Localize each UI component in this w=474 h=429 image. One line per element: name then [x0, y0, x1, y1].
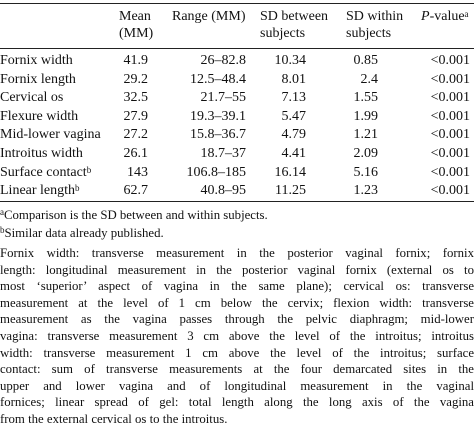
table-cell: 32.5	[123, 90, 149, 106]
footnote: aComparison is the SD between and within…	[0, 207, 268, 223]
row-label-text: Fornix width	[0, 53, 73, 68]
header-cell: Mean	[119, 9, 151, 24]
table-cell: 2.09	[353, 146, 379, 161]
table-cell: <0.001	[430, 71, 470, 87]
description-line: upper and lower vagina and of longitudin…	[0, 378, 474, 393]
row-label: Surface contactb	[0, 165, 91, 181]
description-line: width: transverse measurement 1 cm above…	[0, 345, 474, 360]
table-cell: <0.001	[430, 127, 470, 143]
description-line: measurement at the level of 1 cm below t…	[0, 295, 474, 310]
row-label: Mid-lower vagina	[0, 127, 101, 143]
table-cell: 18.7–37	[200, 146, 247, 161]
table-cell: <0.001	[430, 146, 470, 161]
footnote-text: Comparison is the SD between and within …	[4, 208, 268, 222]
table-cell: 27.9	[123, 108, 149, 124]
footnote: bSimilar data already published.	[0, 225, 164, 241]
table-cell: 29.2	[123, 71, 149, 87]
table-cell: 41.9	[123, 53, 149, 68]
footnote-mark: b	[0, 225, 5, 235]
table-cell: 5.16	[353, 164, 379, 180]
row-label: Fornix length	[0, 72, 76, 88]
table-cell: 106.8–185	[186, 164, 247, 180]
description-line: vagina: transverse measurement 3 cm abov…	[0, 329, 474, 343]
header-cell: P-valuea	[421, 9, 469, 25]
table-cell: 0.85	[353, 53, 379, 68]
top-rule	[0, 3, 474, 4]
table-cell: <0.001	[430, 90, 470, 106]
row-label-text: Flexure width	[0, 108, 79, 124]
row-label: Introitus width	[0, 146, 83, 162]
table-cell: <0.001	[430, 53, 470, 68]
footnote-mark: a	[0, 207, 4, 217]
header-cell: Range (MM)	[172, 9, 246, 24]
table-cell: 62.7	[123, 183, 149, 199]
table-cell: 1.21	[353, 127, 379, 143]
row-label-text: Cervical os	[0, 90, 64, 106]
row-label-text: Surface contact	[0, 164, 87, 180]
table-cell: 12.5–48.4	[190, 71, 246, 87]
table-cell: 16.14	[274, 164, 307, 180]
table-cell: 1.55	[353, 90, 379, 106]
header-rule	[0, 48, 474, 49]
table-cell: 19.3–39.1	[190, 108, 246, 124]
description-line: from the external cervical os to the int…	[0, 412, 228, 426]
footnote-ref: b	[86, 164, 92, 175]
row-label-text: Fornix length	[0, 71, 76, 87]
table-cell: 15.8–36.7	[190, 127, 246, 143]
table-cell: 1.23	[353, 183, 379, 199]
header-cell: subjects	[346, 26, 392, 41]
table-cell: 5.47	[281, 108, 307, 124]
row-label: Flexure width	[0, 109, 78, 125]
table-cell: 21.7–55	[200, 90, 247, 106]
table-cell: <0.001	[430, 183, 470, 199]
table-cell: 4.41	[281, 146, 307, 161]
row-label: Cervical os	[0, 90, 63, 106]
header-italic: P	[421, 9, 430, 24]
table-cell: <0.001	[430, 108, 470, 124]
header-cell: SD between	[260, 9, 329, 24]
footnote-text: Similar data already published.	[4, 226, 164, 240]
header-text: -value	[429, 9, 465, 24]
table-cell: 1.99	[353, 108, 379, 124]
description-line: Fornix width: transverse measurement in …	[0, 246, 474, 260]
header-cell: SD within	[346, 9, 404, 24]
header-cell: subjects	[260, 26, 306, 41]
header-cell: (MM)	[119, 26, 154, 41]
description-line: fornices; linear spread of gel: total le…	[0, 395, 474, 410]
description-line: length: longitudinal measurement in the …	[0, 262, 474, 277]
row-label-text: Linear length	[0, 183, 76, 199]
table-cell: 4.79	[281, 127, 307, 143]
bottom-rule	[0, 201, 474, 202]
row-label: Fornix width	[0, 53, 73, 69]
description-line: measurement as the vagina passes through…	[0, 312, 474, 327]
table-cell: 26.1	[123, 146, 149, 161]
row-label-text: Introitus width	[0, 146, 83, 161]
table-cell: 2.4	[360, 71, 379, 87]
table-cell: 11.25	[275, 183, 306, 199]
description-line: contact: sum of transverse measurements …	[0, 362, 474, 377]
row-label: Linear lengthb	[0, 183, 80, 199]
table-cell: 143	[127, 164, 148, 180]
table-cell: 26–82.8	[200, 53, 247, 68]
table-cell: 27.2	[123, 127, 149, 143]
row-label-text: Mid-lower vagina	[0, 127, 101, 143]
footnote-ref: a	[464, 9, 469, 19]
table-cell: 7.13	[281, 90, 307, 106]
table-cell: <0.001	[430, 164, 470, 180]
description-line: most ‘superior’ aspect of vagina in the …	[0, 279, 474, 294]
table-cell: 8.01	[281, 71, 307, 87]
table-cell: 40.8–95	[200, 183, 247, 199]
footnote-ref: b	[75, 183, 80, 194]
table-cell: 10.34	[274, 53, 307, 68]
